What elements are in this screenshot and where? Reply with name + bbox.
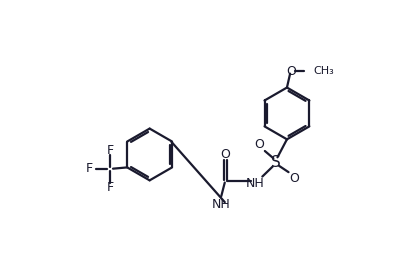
Text: F: F	[86, 162, 93, 176]
Text: S: S	[271, 154, 281, 169]
Text: F: F	[106, 181, 113, 194]
Text: CH₃: CH₃	[313, 66, 334, 76]
Text: O: O	[220, 148, 230, 161]
Text: O: O	[289, 172, 299, 185]
Text: F: F	[106, 144, 113, 157]
Text: O: O	[254, 138, 264, 150]
Text: NH: NH	[211, 198, 230, 211]
Text: O: O	[286, 65, 296, 78]
Text: NH: NH	[246, 177, 265, 190]
